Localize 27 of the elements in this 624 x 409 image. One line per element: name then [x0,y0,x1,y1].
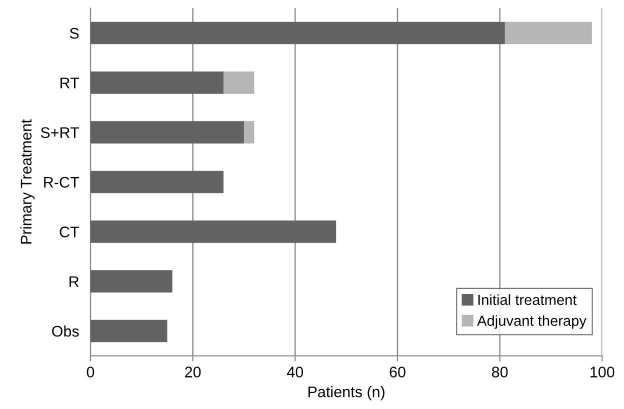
bar [504,22,592,44]
y-tick-label: R-CT [44,176,80,188]
y-tick-label: Obs [52,325,79,337]
bar [90,220,336,243]
y-tick-label: S [70,28,79,39]
bar [90,170,224,194]
y-axis-title: Primary Treatment [20,119,35,244]
bar [244,121,254,144]
y-tick-label: RT [60,78,80,88]
legend-label: Adjuvant therapy [477,315,586,329]
y-tick-label: CT [60,226,80,238]
x-axis-title: Patients (n) [308,386,384,400]
y-tick-label: S+RT [40,127,80,138]
x-tick-label: 0 [86,366,94,378]
bar [90,270,172,293]
bar [90,72,224,94]
x-tick-label: 20 [185,366,201,378]
y-tick-label: R [70,276,79,287]
bar [224,72,254,94]
legend-label: Initial treatment [478,294,577,306]
x-tick-label: 80 [492,366,508,378]
x-tick-label: 100 [590,366,614,378]
x-tick-label: 60 [390,366,406,378]
x-tick-label: 40 [287,366,304,378]
bar [90,320,168,342]
bar [90,22,505,44]
bar [90,121,244,144]
